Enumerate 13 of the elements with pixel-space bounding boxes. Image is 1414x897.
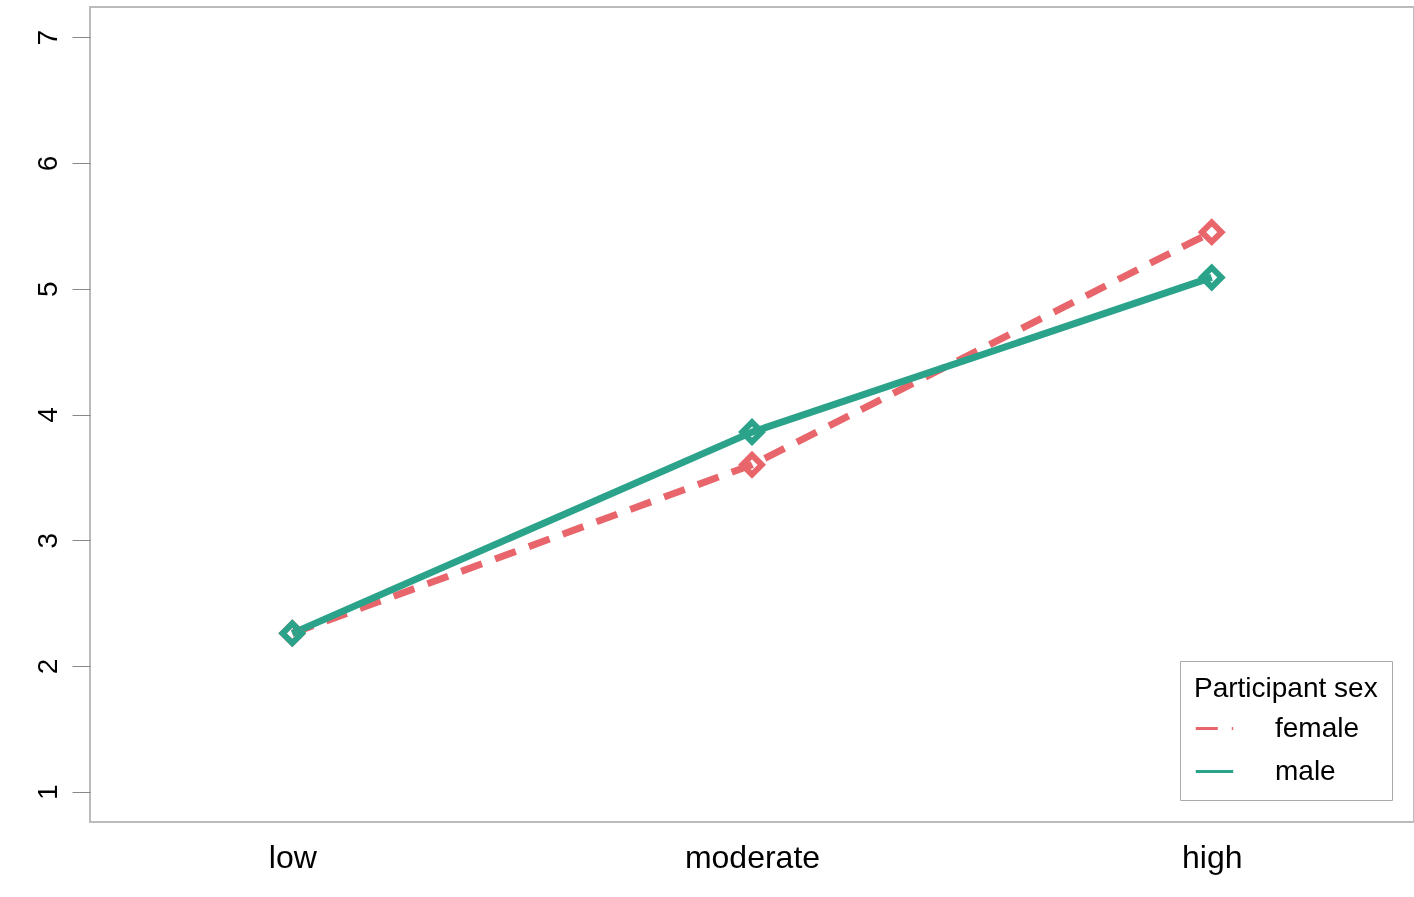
y-tick-label: 3: [31, 532, 63, 549]
y-tick-label: 5: [31, 281, 63, 298]
legend-label: male: [1275, 754, 1336, 786]
legend-label: female: [1275, 711, 1360, 743]
x-tick-label: high: [1181, 838, 1243, 875]
x-tick-label: low: [268, 838, 318, 875]
y-tick-label: 7: [31, 29, 63, 46]
y-tick-label: 4: [31, 407, 63, 423]
y-tick-label: 6: [31, 155, 63, 172]
y-tick-label: 2: [31, 658, 63, 675]
y-tick-label: 1: [31, 784, 63, 801]
legend-title: Participant sex: [1194, 672, 1378, 703]
x-tick-label: moderate: [684, 838, 821, 875]
